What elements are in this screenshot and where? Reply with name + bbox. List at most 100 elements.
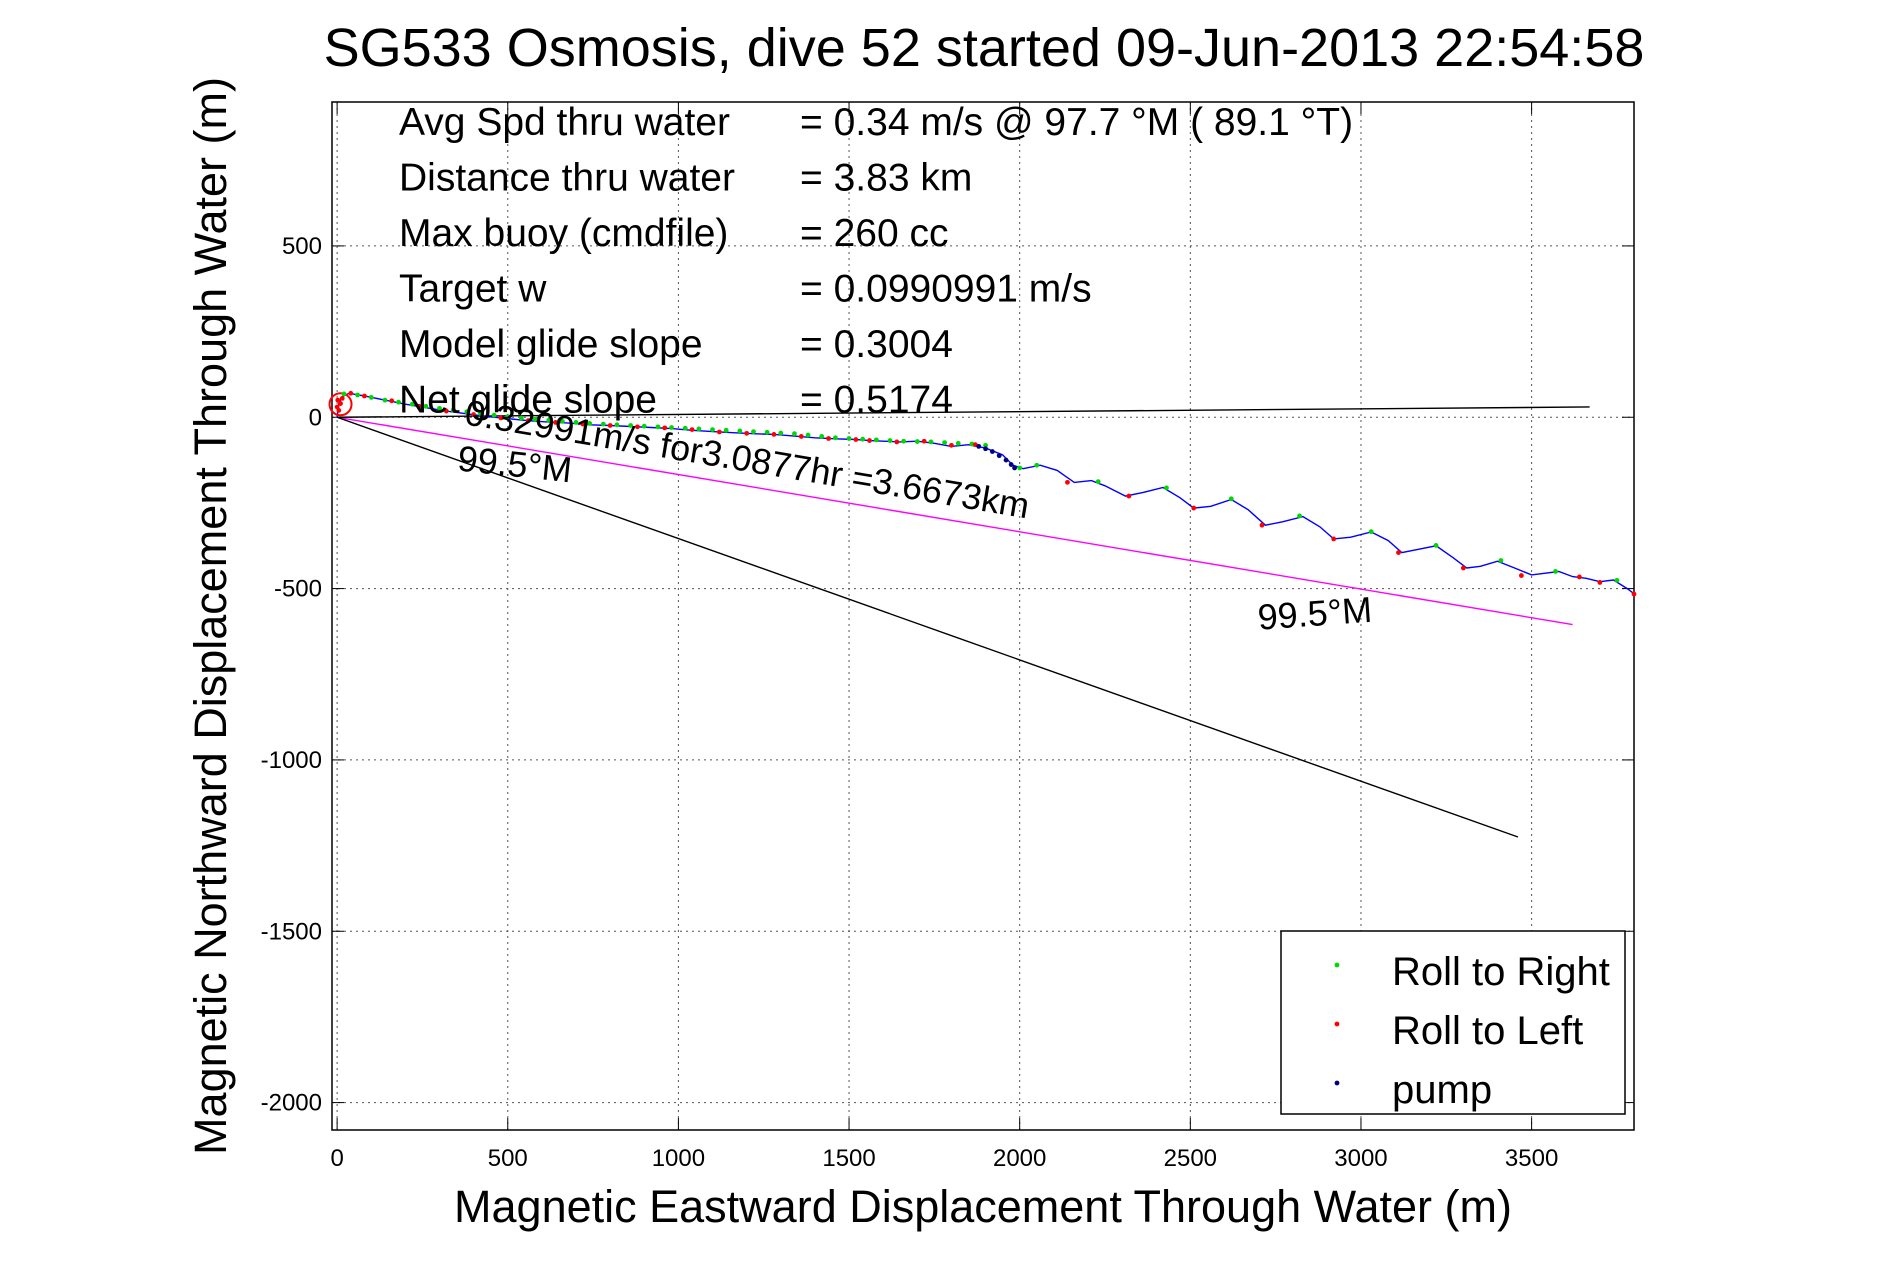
legend-marker <box>1334 962 1340 968</box>
grid <box>332 102 1634 1130</box>
reference-line-heading <box>336 416 1519 838</box>
roll-to-right-point <box>1017 465 1023 471</box>
roll-to-right-point <box>1614 577 1620 583</box>
roll-to-right-point <box>846 436 852 441</box>
info-value: = 0.34 m/s @ 97.7 °M ( 89.1 °T) <box>800 101 1353 144</box>
reference-line-current <box>337 416 1573 626</box>
roll-to-left-point <box>1518 573 1524 578</box>
roll-to-left-point <box>498 415 504 421</box>
roll-to-left-point <box>525 418 531 424</box>
roll-to-right-point <box>478 411 483 416</box>
roll-to-right-point <box>1095 479 1101 485</box>
roll-to-right-point <box>723 427 729 433</box>
annotation-label: 99.5°M <box>1256 589 1373 638</box>
roll-to-left-point <box>662 425 668 431</box>
roll-to-right-point <box>764 429 770 435</box>
legend-marker <box>1334 1021 1340 1027</box>
roll-to-right-point <box>341 391 347 397</box>
roll-to-right-point <box>805 432 811 438</box>
roll-to-left-point <box>1259 522 1265 528</box>
roll-to-right-point <box>600 421 606 427</box>
pump-point <box>989 449 995 454</box>
roll-to-left-point <box>1331 536 1337 542</box>
roll-to-right-point <box>901 438 907 444</box>
roll-to-left-point <box>607 423 613 428</box>
legend-entry: Roll to Right <box>1392 950 1610 994</box>
x-tick-label: 2500 <box>1164 1145 1217 1172</box>
roll-to-left-point <box>443 408 449 414</box>
roll-to-right-point <box>1228 496 1234 502</box>
y-tick-label: 0 <box>309 404 322 431</box>
roll-to-left-point <box>1631 591 1637 597</box>
roll-to-left-point <box>553 419 558 425</box>
info-value: = 0.0990991 m/s <box>800 268 1092 311</box>
roll-to-left-point <box>471 412 477 417</box>
roll-to-right-point <box>464 409 470 415</box>
data-points <box>334 390 1637 597</box>
roll-to-right-point <box>1498 558 1504 563</box>
chart-title: SG533 Osmosis, dive 52 started 09-Jun-20… <box>324 18 1645 78</box>
info-label: Avg Spd thru water <box>399 101 730 144</box>
roll-to-left-point <box>826 436 831 441</box>
roll-to-right-point <box>669 425 674 430</box>
pump-point <box>1012 465 1017 471</box>
roll-to-right-point <box>928 439 934 445</box>
roll-to-right-point <box>696 426 702 432</box>
roll-to-left-point <box>921 438 927 444</box>
roll-to-right-point <box>1297 513 1302 519</box>
roll-to-left-point <box>1191 505 1197 511</box>
info-panel: Avg Spd thru water = 0.34 m/s @ 97.7 °M (… <box>399 101 1353 422</box>
roll-to-right-point <box>710 427 715 432</box>
roll-to-right-point <box>396 399 401 405</box>
roll-to-right-point <box>382 397 388 403</box>
roll-to-left-point <box>1065 479 1070 485</box>
info-value: = 0.5174 <box>800 379 953 422</box>
roll-to-left-point <box>798 434 804 439</box>
roll-to-right-point <box>1368 529 1374 535</box>
roll-to-left-point <box>867 438 872 443</box>
x-tick-label: 1500 <box>822 1145 875 1172</box>
reference-line-net <box>337 406 1590 418</box>
roll-to-right-point <box>792 431 797 437</box>
x-tick-label: 1000 <box>652 1145 705 1172</box>
roll-to-right-point <box>942 440 948 446</box>
roll-to-right-point <box>983 442 988 448</box>
y-tick-label: 500 <box>282 233 322 260</box>
roll-to-left-point <box>771 431 777 437</box>
roll-to-right-point <box>682 425 688 431</box>
roll-to-right-point <box>368 394 374 400</box>
legend-marker <box>1334 1080 1340 1086</box>
roll-to-right-point <box>355 392 360 398</box>
roll-to-left-point <box>949 442 954 448</box>
roll-to-right-point <box>778 430 784 436</box>
roll-to-left-point <box>689 427 695 432</box>
x-tick-label: 0 <box>330 1145 343 1172</box>
axis-ticks: 0 500 1000 1500 2000 2500 3000 3500 500 0 -500 -100… <box>261 102 1634 1172</box>
pump-point <box>976 443 982 449</box>
y-axis-label: Magnetic Northward Displacement Through … <box>185 77 236 1155</box>
roll-to-right-point <box>1433 543 1439 548</box>
roll-to-right-point <box>819 434 825 439</box>
roll-to-right-point <box>519 415 524 421</box>
roll-to-right-point <box>751 429 756 435</box>
info-label: Model glide slope <box>399 323 703 366</box>
roll-to-right-point <box>546 417 552 423</box>
x-tick-label: 3500 <box>1505 1145 1558 1172</box>
roll-to-left-point <box>1576 574 1582 580</box>
roll-to-left-point <box>1126 493 1132 499</box>
info-value: = 3.83 km <box>800 157 972 200</box>
roll-to-left-point <box>635 424 640 430</box>
roll-to-right-point <box>423 403 429 409</box>
legend-entry: pump <box>1392 1068 1492 1112</box>
pump-point <box>1008 462 1014 467</box>
pump-point <box>996 453 1002 459</box>
y-tick-label: -2000 <box>261 1090 322 1117</box>
roll-to-right-point <box>655 424 661 430</box>
roll-to-left-point <box>744 430 750 436</box>
pump-point <box>1003 457 1009 463</box>
roll-to-right-point <box>409 401 415 407</box>
roll-to-left-point <box>348 390 354 396</box>
legend-entry: Roll to Left <box>1392 1009 1583 1053</box>
roll-to-right-point <box>873 437 879 443</box>
roll-to-right-point <box>628 423 634 428</box>
